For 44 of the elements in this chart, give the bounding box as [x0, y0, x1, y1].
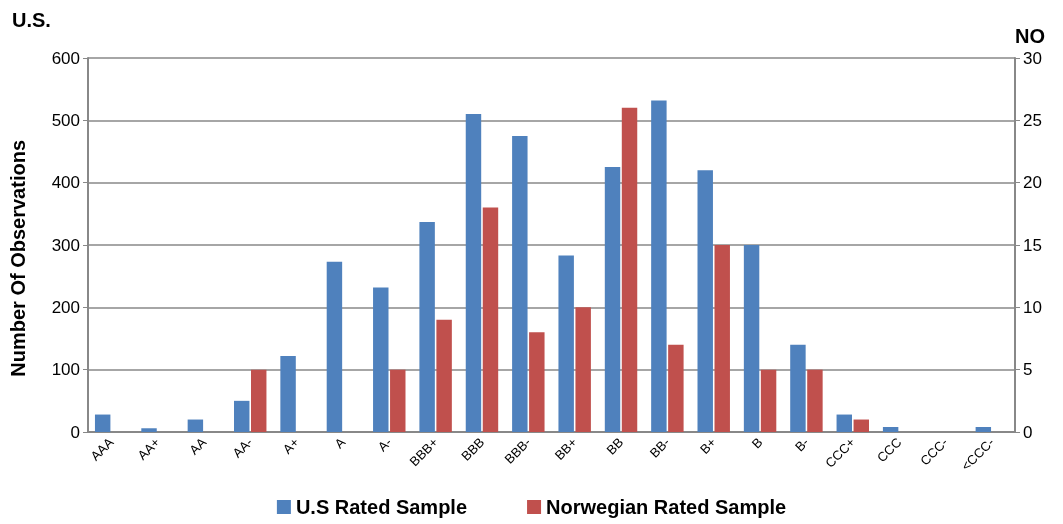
y-tick-label: 0	[70, 422, 80, 442]
x-tick-label: A-	[374, 434, 395, 455]
y2-tick-label: 25	[1023, 110, 1042, 130]
bar	[141, 428, 157, 432]
text: U.S.	[12, 9, 51, 31]
x-tick-label: B-	[791, 434, 812, 455]
y-axis-title: Number Of Observations	[7, 140, 29, 377]
y-tick-label: 400	[51, 173, 80, 193]
y2-tick-label: 30	[1023, 48, 1042, 68]
bar	[280, 355, 296, 432]
y2-axis-title: NO	[1015, 25, 1045, 47]
y2-tick-label: 10	[1023, 297, 1042, 317]
x-tick-label: AA+	[134, 434, 163, 463]
x-tick-label: B+	[696, 434, 720, 457]
x-tick-label: AA-	[229, 434, 256, 461]
bar	[651, 100, 667, 432]
bar	[882, 427, 899, 432]
y-tick-label: 500	[51, 110, 80, 130]
x-tick-label: BB-	[646, 434, 673, 461]
y2-tick-label: 20	[1023, 173, 1042, 193]
x-tick-label: A+	[279, 434, 302, 457]
bar	[373, 287, 389, 432]
x-tick-label: B	[748, 434, 766, 452]
y-tick-label: 200	[51, 297, 80, 317]
x-tick-label: BB	[603, 434, 627, 458]
bar	[975, 427, 992, 432]
y2-tick-label: 5	[1023, 360, 1033, 380]
y2-tick-label: 15	[1023, 235, 1042, 255]
y-tick-label: 100	[51, 360, 80, 380]
x-tick-label: BB+	[551, 434, 580, 463]
legend-label: Norwegian Rated Sample	[546, 496, 787, 518]
bar	[743, 245, 760, 432]
bar	[187, 419, 204, 432]
x-tick-label: A	[331, 434, 349, 452]
x-tick-label: AA	[186, 434, 210, 458]
y2-tick-label: 0	[1023, 422, 1033, 442]
bar	[512, 135, 528, 432]
y-tick-label: 300	[51, 235, 80, 255]
legend-label: U.S Rated Sample	[295, 496, 468, 518]
y-tick-label: 600	[51, 48, 80, 68]
bar	[94, 414, 111, 432]
bar	[668, 344, 684, 432]
x-tick-label: AAA	[87, 434, 117, 464]
bar	[326, 261, 343, 432]
